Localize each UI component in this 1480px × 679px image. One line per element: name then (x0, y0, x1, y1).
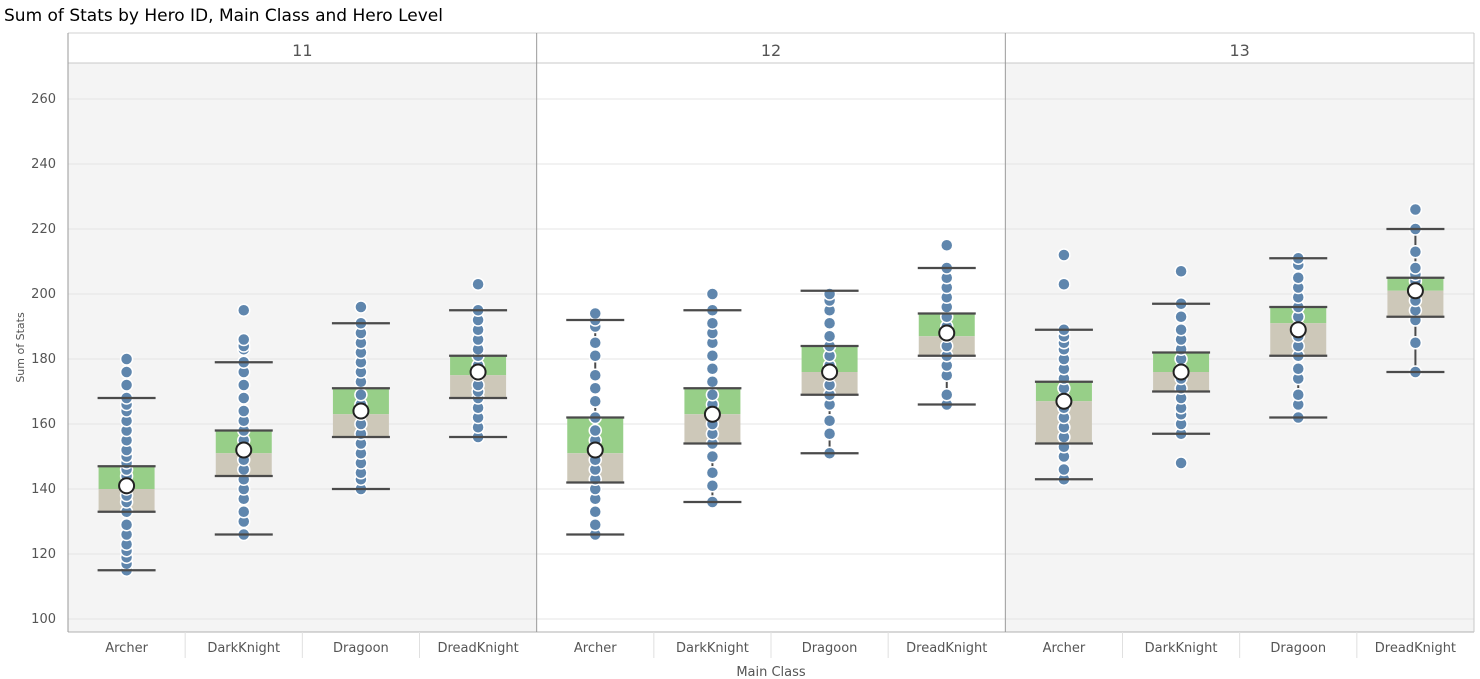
mean-marker-12-archer[interactable] (586, 441, 604, 459)
data-point-12-dreadknight[interactable] (940, 238, 954, 252)
y-tick-label: 240 (31, 157, 56, 172)
data-point-12-archer[interactable] (588, 505, 602, 519)
panel-background-11 (68, 63, 537, 632)
x-tick-label: DarkKnight (207, 641, 280, 656)
data-point-11-darkknight[interactable] (237, 303, 251, 317)
data-point-13-dreadknight[interactable] (1408, 202, 1423, 217)
data-point-12-archer[interactable] (588, 306, 602, 321)
mean-marker-13-dreadknight[interactable] (1406, 282, 1424, 300)
mean-marker-11-darkknight[interactable] (235, 441, 253, 459)
data-point-11-dragoon[interactable] (354, 300, 368, 314)
x-tick-label: DreadKnight (906, 641, 987, 656)
data-point-13-dreadknight[interactable] (1408, 336, 1423, 350)
data-point-12-archer[interactable] (588, 423, 602, 438)
x-tick-label: Archer (105, 641, 148, 656)
data-point-13-darkknight[interactable] (1174, 310, 1188, 324)
data-point-13-dragoon[interactable] (1291, 362, 1305, 376)
data-point-12-dragoon[interactable] (822, 427, 837, 441)
data-point-13-dragoon[interactable] (1291, 388, 1305, 402)
x-tick-label: Dragoon (1270, 641, 1326, 656)
panel-header-level-12: 12 (761, 41, 781, 60)
mean-marker-11-archer[interactable] (118, 477, 136, 495)
mean-marker-13-archer[interactable] (1055, 392, 1073, 410)
data-point-12-darkknight[interactable] (705, 287, 720, 301)
x-tick-label: DreadKnight (1375, 641, 1456, 656)
panel-header-level-13: 13 (1229, 41, 1249, 60)
x-tick-label: Archer (574, 641, 617, 656)
y-tick-label: 180 (31, 352, 56, 367)
mean-marker-11-dragoon[interactable] (352, 402, 370, 420)
y-axis-label: Sum of Stats (14, 312, 27, 383)
data-point-12-darkknight[interactable] (705, 316, 720, 330)
data-point-11-darkknight[interactable] (237, 332, 251, 347)
y-tick-label: 140 (31, 482, 56, 497)
data-point-11-darkknight[interactable] (237, 505, 251, 519)
x-tick-label: DarkKnight (676, 641, 749, 656)
y-tick-label: 160 (31, 417, 56, 432)
data-point-11-archer[interactable] (119, 365, 134, 379)
data-point-12-darkknight[interactable] (705, 362, 720, 376)
data-point-12-darkknight[interactable] (705, 349, 720, 363)
mean-marker-13-dragoon[interactable] (1289, 321, 1307, 339)
data-point-12-darkknight[interactable] (705, 449, 720, 464)
data-point-12-archer[interactable] (588, 349, 602, 363)
data-point-12-darkknight[interactable] (705, 388, 720, 402)
y-tick-label: 100 (31, 612, 56, 627)
data-point-12-archer[interactable] (588, 381, 602, 395)
data-point-11-darkknight[interactable] (237, 391, 251, 405)
y-tick-label: 260 (31, 92, 56, 107)
panel-header-level-11: 11 (292, 41, 312, 60)
y-tick-label: 120 (31, 547, 56, 562)
x-tick-label: Archer (1043, 641, 1086, 656)
data-point-11-archer[interactable] (119, 518, 134, 532)
data-point-13-darkknight[interactable] (1174, 264, 1188, 278)
data-point-12-dragoon[interactable] (822, 316, 837, 330)
data-point-12-darkknight[interactable] (705, 375, 720, 389)
x-tick-label: DreadKnight (437, 641, 518, 656)
x-tick-label: Dragoon (333, 641, 389, 656)
data-point-12-archer[interactable] (588, 394, 602, 408)
data-point-13-dreadknight[interactable] (1408, 261, 1423, 275)
data-point-13-dreadknight[interactable] (1408, 245, 1423, 259)
mean-marker-11-dreadknight[interactable] (469, 363, 487, 381)
mean-marker-13-darkknight[interactable] (1172, 363, 1190, 381)
mean-marker-12-dreadknight[interactable] (938, 324, 956, 342)
chart-title: Sum of Stats by Hero ID, Main Class and … (4, 6, 443, 26)
data-point-11-dragoon[interactable] (354, 388, 368, 402)
data-point-12-archer[interactable] (588, 368, 602, 382)
data-point-12-dreadknight[interactable] (940, 388, 954, 402)
x-tick-label: Dragoon (802, 641, 858, 656)
data-point-11-darkknight[interactable] (237, 404, 251, 418)
data-point-12-darkknight[interactable] (705, 479, 720, 493)
data-point-13-darkknight[interactable] (1174, 456, 1188, 470)
data-point-13-archer[interactable] (1057, 462, 1071, 477)
y-tick-label: 220 (31, 222, 56, 237)
mean-marker-12-dragoon[interactable] (821, 363, 839, 381)
data-point-12-darkknight[interactable] (705, 466, 720, 480)
data-point-13-archer[interactable] (1057, 248, 1071, 262)
data-point-13-dragoon[interactable] (1291, 271, 1305, 285)
data-point-11-archer[interactable] (119, 378, 134, 392)
data-point-11-darkknight[interactable] (237, 378, 251, 392)
x-tick-label: DarkKnight (1145, 641, 1218, 656)
data-point-12-archer[interactable] (588, 518, 602, 532)
data-point-11-dreadknight[interactable] (471, 277, 485, 291)
data-point-12-dragoon[interactable] (822, 414, 837, 428)
x-axis-label: Main Class (736, 665, 806, 679)
mean-marker-12-darkknight[interactable] (703, 405, 721, 423)
data-point-13-darkknight[interactable] (1174, 323, 1188, 337)
data-point-12-dragoon[interactable] (822, 329, 837, 343)
data-point-11-archer[interactable] (119, 352, 134, 366)
data-point-12-archer[interactable] (588, 336, 602, 350)
panel-background-13 (1005, 63, 1474, 632)
data-point-13-archer[interactable] (1057, 277, 1071, 291)
y-tick-label: 200 (31, 287, 56, 302)
